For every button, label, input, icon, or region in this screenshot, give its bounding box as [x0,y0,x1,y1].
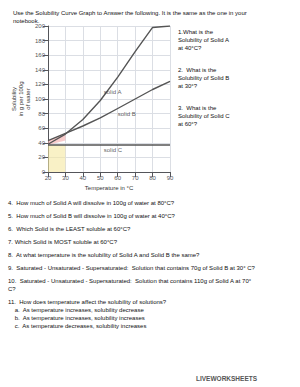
svg-text:10. Saturated - Unsaturated -: 10. Saturated - Unsaturated - Supersatur… [8,278,252,284]
svg-text:20: 20 [38,154,45,160]
svg-text:4. How much of Solid A will d: 4. How much of Solid A will dissolve in … [8,200,175,206]
svg-text:200: 200 [35,23,45,29]
svg-text:120: 120 [35,81,46,87]
svg-text:8. At what temperature is the: 8. At what temperature is the solubility… [8,252,200,258]
svg-text:solid B: solid B [118,111,136,117]
svg-text:C?: C? [8,286,16,292]
svg-text:Solubility of Solid B: Solubility of Solid B [178,75,229,81]
svg-text:9. Saturated - Unsaturated -: 9. Saturated - Unsaturated - Supersatura… [8,265,256,271]
svg-text:30: 30 [62,175,69,181]
svg-text:solid C: solid C [104,147,123,153]
svg-text:c. As temperature decreases,: c. As temperature decreases, solubility … [8,323,146,329]
svg-text:at 40°C?: at 40°C? [178,45,202,51]
svg-text:80: 80 [149,175,156,181]
svg-text:100: 100 [35,96,46,102]
svg-text:1.What is the: 1.What is the [178,29,214,35]
svg-text:at 30°?: at 30°? [178,83,198,89]
svg-text:5. How much of Solid B will d: 5. How much of Solid B will dissolve in … [8,213,175,219]
svg-text:Temperature in °C: Temperature in °C [85,185,134,191]
svg-text:160: 160 [35,52,46,58]
svg-text:7. Which Solid is MOST soluble: 7. Which Solid is MOST soluble at 60°C? [8,239,118,245]
svg-text:11. How does temperature affe: 11. How does temperature affect the solu… [8,299,167,305]
svg-text:20: 20 [45,175,52,181]
svg-text:90: 90 [167,175,174,181]
svg-text:Solubility: Solubility [11,87,17,111]
svg-text:notebook.: notebook. [13,18,40,24]
svg-text:of water: of water [25,88,31,109]
svg-text:solid A: solid A [104,89,122,95]
svg-text:180: 180 [35,38,46,44]
svg-text:60: 60 [114,175,121,181]
svg-text:6. Which Solid is the LEAST s: 6. Which Solid is the LEAST soluble at 6… [8,226,131,232]
svg-text:Solubility of Solid C: Solubility of Solid C [178,113,230,119]
svg-text:60: 60 [38,125,45,131]
svg-text:in g per 100g: in g per 100g [18,81,24,116]
svg-text:Use the Solubility Curve Graph: Use the Solubility Curve Graph to Answer… [13,10,247,16]
svg-text:140: 140 [35,67,46,73]
svg-text:0: 0 [41,169,45,175]
svg-text:40: 40 [38,140,45,146]
svg-text:50: 50 [97,175,104,181]
svg-text:b. As temperature increases,: b. As temperature increases, solubility … [8,315,145,321]
svg-text:2. What is the: 2. What is the [178,67,217,73]
svg-text:LIVEWORKSHEETS: LIVEWORKSHEETS [196,375,258,382]
svg-text:70: 70 [132,175,139,181]
svg-text:Solubility of Solid A: Solubility of Solid A [178,37,229,43]
svg-text:at 60°?: at 60°? [178,121,198,127]
svg-text:80: 80 [38,111,45,117]
svg-text:3. What is the: 3. What is the [178,105,217,111]
svg-text:a. As temperature increases,: a. As temperature increases, solubility … [8,307,144,313]
svg-text:40: 40 [80,175,87,181]
